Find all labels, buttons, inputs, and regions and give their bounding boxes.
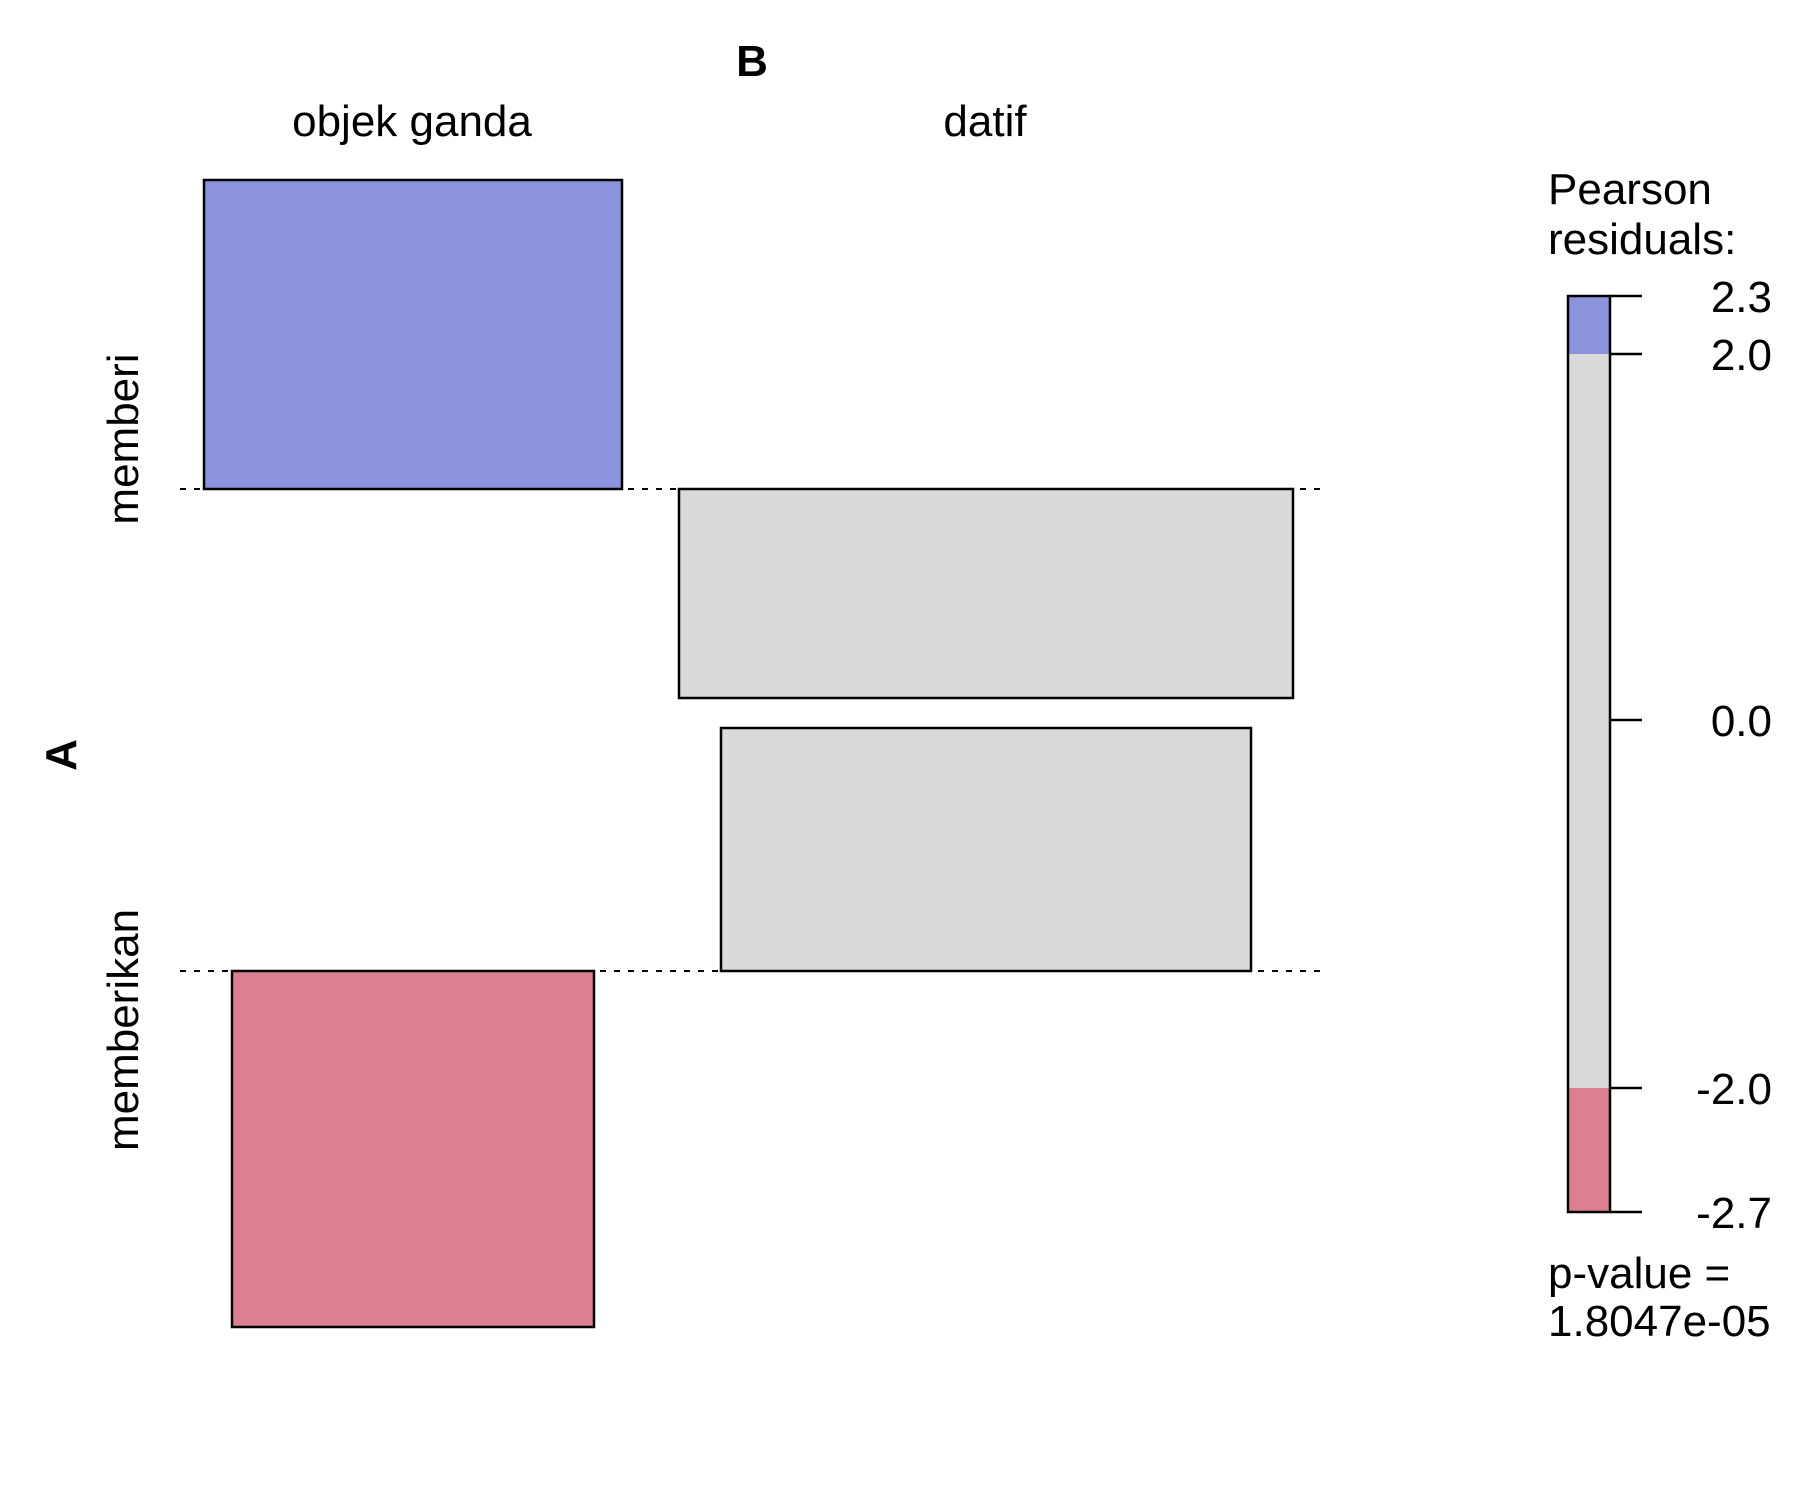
legend-tick-label-2-3: 2.3 — [1711, 273, 1772, 322]
legend-tick-label-2-0: 2.0 — [1711, 331, 1772, 380]
y-variable-label: A — [37, 739, 86, 771]
p-value-label: p-value = — [1548, 1249, 1730, 1298]
legend-title-line2: residuals: — [1548, 215, 1736, 264]
legend-band-positive — [1568, 296, 1610, 354]
cell-memberi-objek-ganda — [202, 178, 624, 491]
cell-memberi-datif — [677, 487, 1295, 700]
row-label-memberi: memberi — [99, 353, 148, 524]
row-label-memberikan: memberikan — [99, 909, 148, 1151]
p-value: 1.8047e-05 — [1548, 1297, 1771, 1346]
column-label-datif: datif — [943, 97, 1027, 146]
cell-memberikan-objek-ganda — [230, 969, 596, 1329]
legend-tick-label-neg-2-0: -2.0 — [1696, 1065, 1772, 1114]
legend-band-negative — [1568, 1088, 1610, 1212]
column-label-objek-ganda: objek ganda — [292, 97, 532, 146]
legend-band-neutral — [1568, 354, 1610, 1088]
legend-tick-label-neg-2-7: -2.7 — [1696, 1189, 1772, 1238]
cell-memberikan-datif — [719, 726, 1253, 973]
legend-tick-label-0-0: 0.0 — [1711, 697, 1772, 746]
x-variable-label: B — [736, 37, 768, 86]
legend-title-line1: Pearson — [1548, 165, 1712, 214]
legend-color-bar — [1566, 294, 1612, 1214]
